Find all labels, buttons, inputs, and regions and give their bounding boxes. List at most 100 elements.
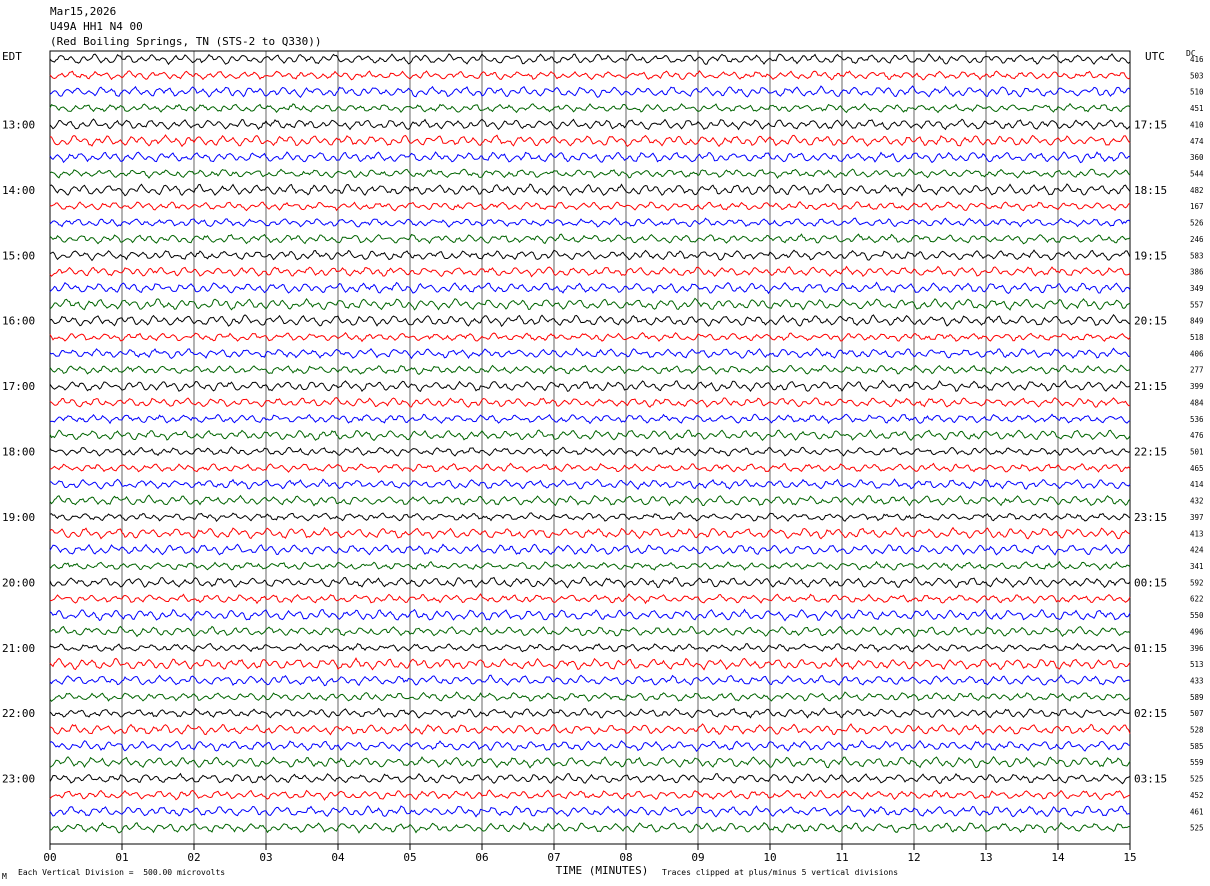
dc-offset-label: 525 <box>1190 824 1204 833</box>
x-tick-label: 08 <box>619 851 632 864</box>
seismic-trace <box>49 526 1131 540</box>
label-group: 00 01 02 03 04 05 06 07 08 09 10 11 12 13 14 15 TIME (MI… <box>2 55 1204 877</box>
seismic-trace <box>49 608 1131 622</box>
dc-offset-label: 396 <box>1190 644 1204 653</box>
dc-offset-label: 622 <box>1190 595 1204 604</box>
seismic-trace <box>49 821 1131 834</box>
seismic-trace <box>49 642 1131 653</box>
seismic-trace <box>49 397 1130 408</box>
dc-offset-label: 451 <box>1190 104 1204 113</box>
dc-offset-label: 557 <box>1190 300 1204 309</box>
dc-offset-label: 544 <box>1190 169 1204 178</box>
edt-hour-label: 21:00 <box>2 642 35 655</box>
x-tick-label: 02 <box>187 851 200 864</box>
utc-hour-label: 18:15 <box>1134 184 1167 197</box>
seismic-trace <box>49 772 1131 785</box>
seismic-trace <box>49 151 1131 164</box>
seismic-trace <box>49 313 1131 328</box>
edt-hour-label: 20:00 <box>2 576 35 589</box>
utc-hour-label: 22:15 <box>1134 446 1167 459</box>
seismic-trace <box>49 233 1131 245</box>
seismic-trace <box>49 755 1131 769</box>
edt-hour-label: 17:00 <box>2 380 35 393</box>
seismic-trace <box>49 297 1131 311</box>
x-tick-label: 00 <box>43 851 56 864</box>
dc-offset-label: 386 <box>1190 268 1204 277</box>
seismic-trace <box>49 723 1131 736</box>
dc-offset-label: 585 <box>1190 742 1204 751</box>
dc-offset-label: 513 <box>1190 660 1204 669</box>
dc-offset-label: 406 <box>1190 349 1204 358</box>
dc-offset-label: 349 <box>1190 284 1204 293</box>
x-tick-label: 10 <box>763 851 776 864</box>
seismic-trace <box>49 183 1131 197</box>
edt-hour-label: 18:00 <box>2 446 35 459</box>
dc-offset-label: 410 <box>1190 120 1204 129</box>
edt-label: EDT <box>2 50 22 63</box>
seismic-trace <box>49 805 1131 818</box>
seismic-trace <box>49 462 1131 474</box>
seismic-trace <box>49 249 1131 262</box>
seismic-trace <box>49 332 1131 343</box>
dc-offset-label: 592 <box>1190 578 1204 587</box>
dc-offset-label: 465 <box>1190 464 1204 473</box>
seismic-trace <box>49 625 1131 638</box>
dc-offset-label: 416 <box>1190 55 1204 64</box>
utc-hour-label: 23:15 <box>1134 511 1167 524</box>
dc-offset-label: 397 <box>1190 513 1204 522</box>
dc-offset-label: 424 <box>1190 546 1204 555</box>
seismic-trace <box>49 478 1131 490</box>
edt-hour-label: 16:00 <box>2 315 35 328</box>
dc-offset-label: 518 <box>1190 333 1204 342</box>
dc-offset-label: 550 <box>1190 611 1204 620</box>
seismic-trace <box>49 789 1131 801</box>
seismic-trace <box>49 543 1131 556</box>
seismic-trace <box>49 446 1131 457</box>
seismic-trace <box>49 674 1131 687</box>
edt-hour-label: 19:00 <box>2 511 35 524</box>
clip-note: Traces clipped at plus/minus 5 vertical … <box>662 868 899 877</box>
utc-hour-label: 03:15 <box>1134 773 1167 786</box>
scale-note: Each Vertical Division = 500.00 microvol… <box>18 868 226 877</box>
dc-offset-label: 360 <box>1190 153 1204 162</box>
dc-offset-label: 452 <box>1190 791 1204 800</box>
header-location: (Red Boiling Springs, TN (STS-2 to Q330)… <box>50 35 322 48</box>
seismic-trace <box>49 70 1131 81</box>
edt-hour-label: 14:00 <box>2 184 35 197</box>
dc-offset-label: 507 <box>1190 709 1204 718</box>
utc-hour-label: 17:15 <box>1134 118 1167 131</box>
seismic-trace <box>49 739 1131 753</box>
utc-label: UTC <box>1145 50 1165 63</box>
utc-hour-label: 21:15 <box>1134 380 1167 393</box>
dc-offset-label: 503 <box>1190 71 1204 80</box>
dc-offset-label: 484 <box>1190 398 1204 407</box>
edt-hour-label: 23:00 <box>2 773 35 786</box>
seismic-trace <box>49 593 1131 605</box>
plot-frame <box>49 50 1131 845</box>
x-tick-label: 06 <box>475 851 488 864</box>
x-tick-label: 04 <box>331 851 345 864</box>
dc-offset-label: 583 <box>1190 251 1204 260</box>
edt-hour-label: 13:00 <box>2 118 35 131</box>
dc-offset-label: 413 <box>1190 529 1204 538</box>
x-tick-label: 11 <box>835 851 848 864</box>
x-tick-label: 12 <box>907 851 920 864</box>
edt-hour-label: 15:00 <box>2 249 35 262</box>
dc-offset-label: 496 <box>1190 627 1204 636</box>
seismic-trace <box>49 657 1131 671</box>
dc-offset-label: 482 <box>1190 186 1204 195</box>
utc-hour-label: 20:15 <box>1134 315 1167 328</box>
seismic-trace <box>49 364 1131 376</box>
seismic-trace <box>49 691 1131 703</box>
dc-offset-label: 414 <box>1190 480 1204 489</box>
x-axis-title: TIME (MINUTES) <box>556 864 649 877</box>
seismic-trace <box>49 560 1131 571</box>
seismic-trace <box>49 102 1131 114</box>
dc-offset-label: 501 <box>1190 448 1204 457</box>
trace-group <box>49 53 1131 834</box>
dc-offset-label: 559 <box>1190 758 1204 767</box>
dc-offset-label: 528 <box>1190 726 1204 735</box>
seismic-trace <box>49 413 1131 425</box>
utc-hour-label: 19:15 <box>1134 249 1167 262</box>
